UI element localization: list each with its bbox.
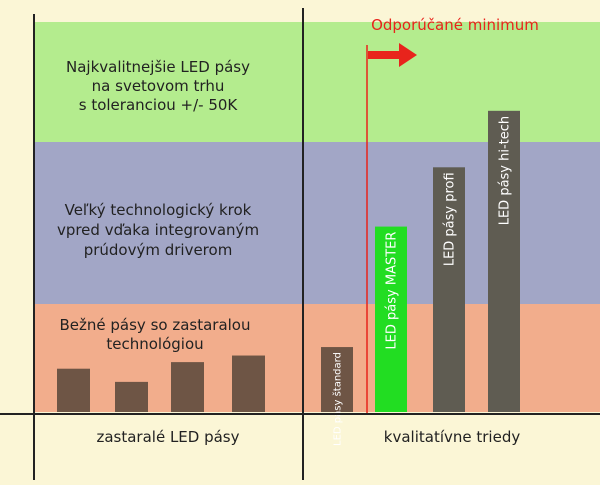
quality-bar-label: LED pásy MASTER xyxy=(385,232,400,350)
old-led-bar xyxy=(57,368,90,412)
quality-bar-label: LED pásy štandard xyxy=(332,352,344,446)
old-led-bar xyxy=(232,355,265,412)
recommended-minimum-label: Odporúčané minimum xyxy=(371,16,539,34)
old-led-bar xyxy=(115,381,148,412)
quality-bar xyxy=(488,110,520,412)
recommended-minimum-arrow xyxy=(368,43,417,67)
x-group-label: kvalitatívne triedy xyxy=(384,428,521,446)
x-group-label: zastaralé LED pásy xyxy=(96,428,239,446)
band-label: technológiou xyxy=(106,335,203,353)
quality-bar xyxy=(321,347,353,412)
band-label: na svetovom trhu xyxy=(92,77,225,95)
old-led-bar xyxy=(171,362,204,412)
quality-bar-label: LED pásy hi-tech xyxy=(498,116,513,225)
quality-bar-label: LED pásy profi xyxy=(443,172,458,266)
band-label: Najkvalitnejšie LED pásy xyxy=(66,58,250,76)
band-label: Bežné pásy so zastaralou xyxy=(60,316,251,334)
band-label: prúdovým driverom xyxy=(84,241,233,259)
band-label: s toleranciou +/- 50K xyxy=(79,96,239,114)
band-label: vpred vďaka integrovaným xyxy=(57,221,259,239)
quality-bar xyxy=(375,226,407,412)
band-label: Veľký technologický krok xyxy=(65,201,252,219)
quality-bar xyxy=(433,167,465,412)
